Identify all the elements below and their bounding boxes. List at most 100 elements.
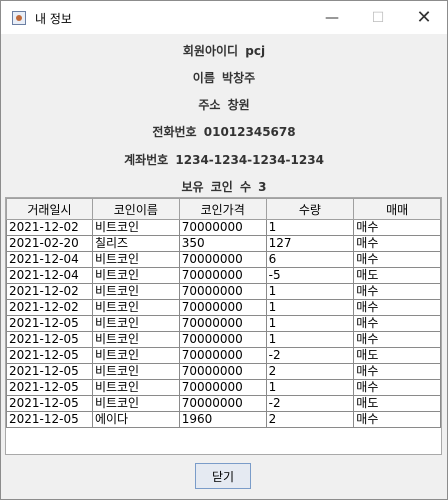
- column-header-quantity[interactable]: 수량: [265, 198, 355, 220]
- table-cell[interactable]: 2021-12-02: [6, 219, 93, 236]
- table-cell[interactable]: 1: [265, 315, 355, 332]
- table-cell[interactable]: -2: [265, 347, 355, 364]
- table-cell[interactable]: 350: [178, 235, 267, 252]
- table-cell[interactable]: 2021-12-05: [6, 363, 93, 380]
- table-cell[interactable]: 70000000: [178, 267, 267, 284]
- table-cell[interactable]: 70000000: [178, 283, 267, 300]
- table-cell[interactable]: 70000000: [178, 219, 267, 236]
- coin-count-label: 보유 코인 수 3: [181, 180, 267, 194]
- table-cell[interactable]: 매수: [353, 331, 441, 348]
- column-header-coin-name[interactable]: 코인이름: [91, 198, 180, 220]
- table-cell[interactable]: 비트코인: [91, 395, 180, 412]
- table-row[interactable]: 2021-12-05 비트코인 70000000 1 매수: [6, 379, 441, 396]
- maximize-icon[interactable]: ☐: [371, 9, 385, 26]
- name-label: 이름 박창주: [192, 71, 256, 85]
- table-cell[interactable]: 비트코인: [91, 299, 180, 316]
- table-row[interactable]: 2021-12-05 에이다 1960 2 매수: [6, 411, 441, 428]
- table-row[interactable]: 2021-12-05 비트코인 70000000 2 매수: [6, 363, 441, 380]
- table-cell[interactable]: 1: [265, 331, 355, 348]
- table-cell[interactable]: 매도: [353, 267, 441, 284]
- table-cell[interactable]: 비트코인: [91, 347, 180, 364]
- table-cell[interactable]: 비트코인: [91, 219, 180, 236]
- table-row[interactable]: 2021-12-04 비트코인 70000000 -5 매도: [6, 267, 441, 284]
- table-cell[interactable]: 2021-12-05: [6, 315, 93, 332]
- table-cell[interactable]: 매수: [353, 235, 441, 252]
- table-cell[interactable]: 1: [265, 299, 355, 316]
- table-row[interactable]: 2021-12-02 비트코인 70000000 1 매수: [6, 299, 441, 316]
- table-cell[interactable]: 비트코인: [91, 379, 180, 396]
- close-button[interactable]: 닫기: [195, 463, 251, 489]
- transaction-table: 거래일시 코인이름 코인가격 수량 매매 2021-12-02 비트코인 70000…: [6, 198, 441, 428]
- table-cell[interactable]: 매수: [353, 251, 441, 268]
- account-label: 계좌번호 1234-1234-1234-1234: [124, 153, 324, 167]
- table-cell[interactable]: 2021-12-02: [6, 299, 93, 316]
- table-row[interactable]: 2021-12-05 비트코인 70000000 -2 매도: [6, 347, 441, 364]
- table-cell[interactable]: 매수: [353, 315, 441, 332]
- table-cell[interactable]: 6: [265, 251, 355, 268]
- column-header-trade-type[interactable]: 매매: [353, 198, 441, 220]
- close-icon[interactable]: ✕: [416, 7, 432, 28]
- table-cell[interactable]: 2021-12-05: [6, 347, 93, 364]
- transaction-table-scrollpane[interactable]: 거래일시 코인이름 코인가격 수량 매매 2021-12-02 비트코인 70000…: [5, 197, 442, 455]
- table-cell[interactable]: 비트코인: [91, 363, 180, 380]
- table-cell[interactable]: 2021-12-05: [6, 331, 93, 348]
- table-cell[interactable]: 1: [265, 219, 355, 236]
- table-cell[interactable]: 2021-12-04: [6, 267, 93, 284]
- table-cell[interactable]: 칠리즈: [91, 235, 180, 252]
- table-row[interactable]: 2021-12-05 비트코인 70000000 -2 매도: [6, 395, 441, 412]
- table-cell[interactable]: 2021-12-05: [6, 395, 93, 412]
- table-row[interactable]: 2021-02-20 칠리즈 350 127 매수: [6, 235, 441, 252]
- table-cell[interactable]: 2021-12-05: [6, 379, 93, 396]
- table-cell[interactable]: 매수: [353, 363, 441, 380]
- table-cell[interactable]: 2021-12-02: [6, 283, 93, 300]
- table-cell[interactable]: 매수: [353, 219, 441, 236]
- table-cell[interactable]: 매수: [353, 411, 441, 428]
- table-cell[interactable]: 70000000: [178, 299, 267, 316]
- table-cell[interactable]: 70000000: [178, 395, 267, 412]
- table-cell[interactable]: 매도: [353, 395, 441, 412]
- table-cell[interactable]: 2: [265, 411, 355, 428]
- table-cell[interactable]: 70000000: [178, 347, 267, 364]
- table-cell[interactable]: 70000000: [178, 331, 267, 348]
- table-row[interactable]: 2021-12-04 비트코인 70000000 6 매수: [6, 251, 441, 268]
- table-row[interactable]: 2021-12-05 비트코인 70000000 1 매수: [6, 331, 441, 348]
- table-cell[interactable]: -2: [265, 395, 355, 412]
- member-id-label: 회원아이디 pcj: [182, 44, 266, 58]
- table-cell[interactable]: 비트코인: [91, 315, 180, 332]
- table-row[interactable]: 2021-12-02 비트코인 70000000 1 매수: [6, 219, 441, 236]
- table-cell[interactable]: 비트코인: [91, 267, 180, 284]
- window-title: 내 정보: [35, 12, 72, 26]
- table-cell[interactable]: 2021-12-05: [6, 411, 93, 428]
- table-cell[interactable]: -5: [265, 267, 355, 284]
- table-cell[interactable]: 매수: [353, 299, 441, 316]
- column-header-coin-price[interactable]: 코인가격: [178, 198, 267, 220]
- table-cell[interactable]: 2021-12-04: [6, 251, 93, 268]
- table-cell[interactable]: 비트코인: [91, 331, 180, 348]
- title-bar: 내 정보 — ☐ ✕: [1, 1, 447, 34]
- table-cell[interactable]: 매도: [353, 347, 441, 364]
- table-cell[interactable]: 70000000: [178, 379, 267, 396]
- table-cell[interactable]: 127: [265, 235, 355, 252]
- table-cell[interactable]: 매수: [353, 283, 441, 300]
- table-cell[interactable]: 70000000: [178, 315, 267, 332]
- table-row[interactable]: 2021-12-02 비트코인 70000000 1 매수: [6, 283, 441, 300]
- table-cell[interactable]: 70000000: [178, 363, 267, 380]
- column-header-date[interactable]: 거래일시: [6, 198, 93, 220]
- table-cell[interactable]: 비트코인: [91, 283, 180, 300]
- java-app-icon: [12, 11, 26, 25]
- table-cell[interactable]: 에이다: [91, 411, 180, 428]
- table-header-row: 거래일시 코인이름 코인가격 수량 매매: [6, 198, 441, 220]
- table-cell[interactable]: 2021-02-20: [6, 235, 93, 252]
- table-cell[interactable]: 비트코인: [91, 251, 180, 268]
- phone-label: 전화번호 01012345678: [152, 125, 296, 139]
- table-cell[interactable]: 70000000: [178, 251, 267, 268]
- table-row[interactable]: 2021-12-05 비트코인 70000000 1 매수: [6, 315, 441, 332]
- minimize-icon[interactable]: —: [325, 9, 339, 26]
- table-cell[interactable]: 1: [265, 379, 355, 396]
- table-cell[interactable]: 1: [265, 283, 355, 300]
- table-cell[interactable]: 1960: [178, 411, 267, 428]
- table-cell[interactable]: 2: [265, 363, 355, 380]
- address-label: 주소 창원: [198, 98, 250, 112]
- table-cell[interactable]: 매수: [353, 379, 441, 396]
